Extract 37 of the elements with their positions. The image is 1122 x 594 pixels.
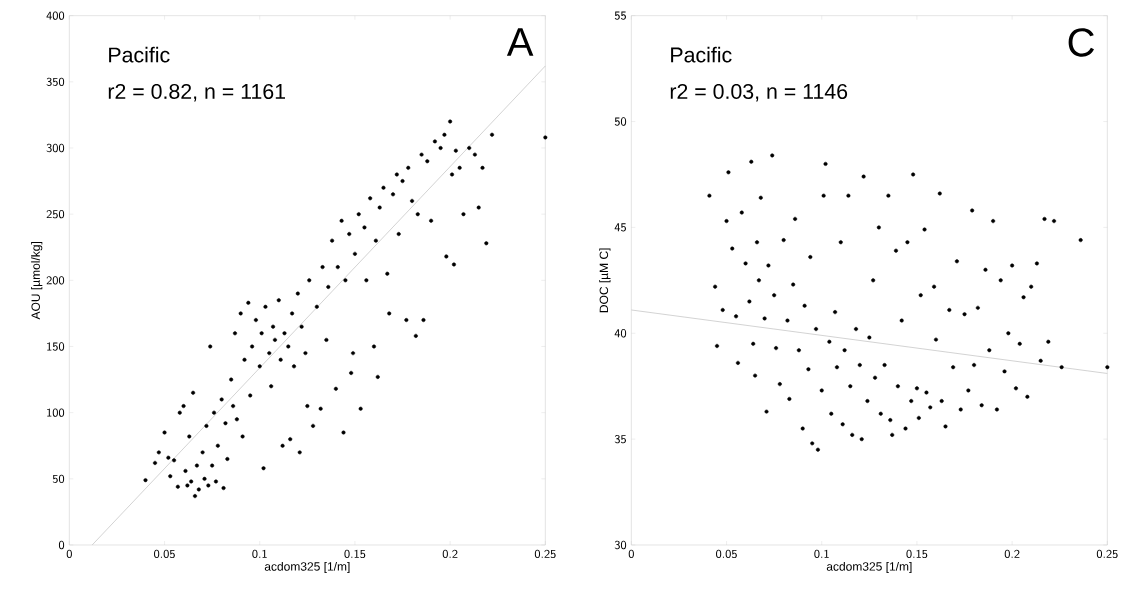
y-tick-label: 400 (46, 11, 65, 20)
y-tick-label: 40 (614, 329, 627, 338)
y-tick-label: 350 (46, 77, 65, 87)
y-tick-label: 35 (614, 434, 626, 444)
annotation: r2 = 0.03, n = 1146 (670, 83, 848, 102)
annotation: C (1068, 28, 1094, 57)
x-tick-label: 0 (628, 549, 634, 559)
y-tick-label: 150 (47, 342, 65, 351)
annotation: A (506, 28, 534, 56)
x-tick-label: 0.05 (716, 549, 737, 559)
x-tick-label: 0.05 (154, 549, 175, 559)
x-tick-label: 0.15 (344, 549, 366, 559)
x-tick-label: 0.2 (1004, 549, 1020, 559)
x-tick-label: 0.2 (442, 549, 458, 559)
y-tick-label: 0 (58, 540, 65, 550)
y-tick-label: 55 (614, 11, 626, 20)
x-tick-label: 0.15 (906, 549, 928, 559)
y-tick-label: 250 (46, 209, 65, 219)
x-tick-label: 0.1 (814, 549, 829, 559)
y-axis-title: AOU [µmol/kg] (31, 242, 43, 320)
x-tick-label: 0.1 (252, 549, 267, 559)
y-tick-label: 50 (614, 117, 627, 126)
y-tick-label: 30 (614, 540, 627, 550)
x-tick-label: 0.25 (1096, 549, 1118, 559)
annotation: r2 = 0.82, n = 1161 (108, 83, 286, 102)
y-tick-label: 100 (47, 408, 65, 417)
y-axis-title: DOC [µM C] (599, 248, 611, 313)
annotation: Pacific (109, 46, 170, 63)
y-tick-label: 50 (52, 474, 65, 484)
y-tick-label: 200 (46, 276, 65, 285)
x-tick-label: 0.25 (534, 549, 556, 559)
x-axis-title: acdom325 [1/m] (826, 561, 912, 574)
x-axis-title: acdom325 [1/m] (264, 561, 350, 574)
y-tick-label: 45 (614, 223, 626, 232)
y-tick-label: 300 (46, 143, 65, 153)
x-tick-label: 0 (66, 549, 72, 559)
annotation: Pacific (671, 46, 732, 63)
